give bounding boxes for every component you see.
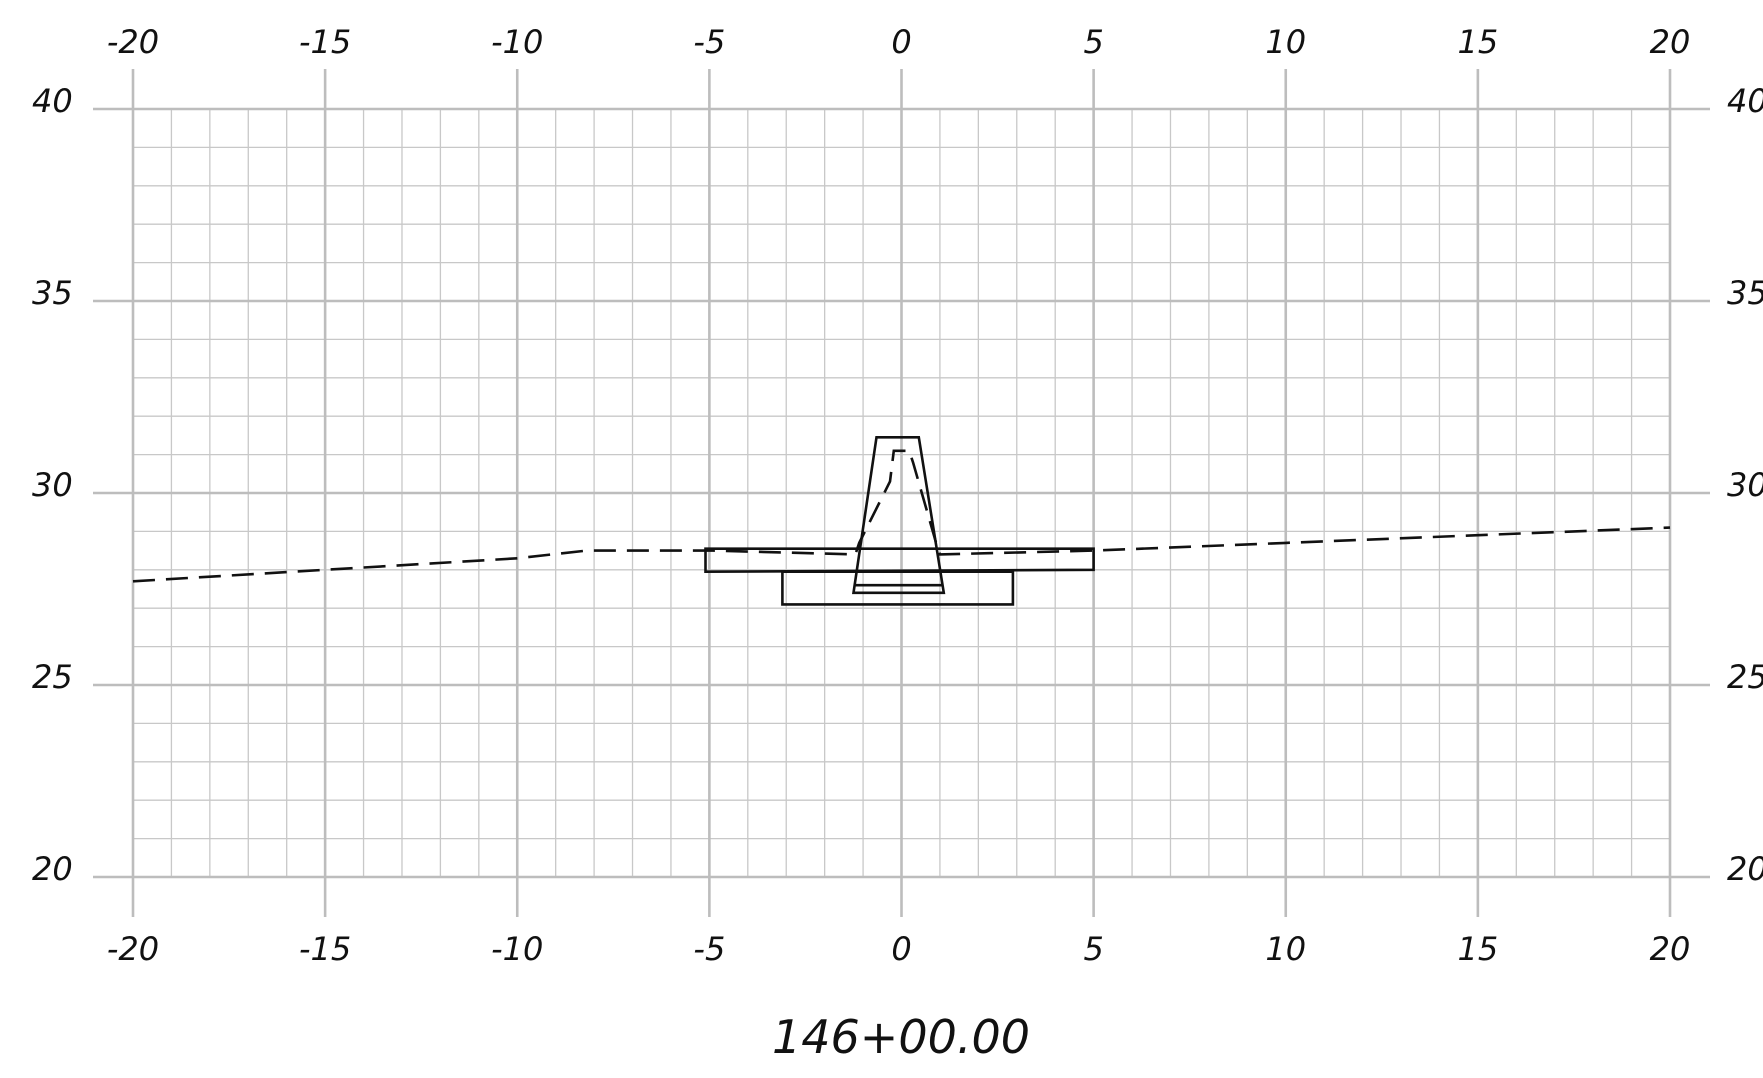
x-tick-label-top: 5 <box>1083 23 1103 61</box>
x-tick-label-top: -20 <box>107 23 159 61</box>
y-tick-label-right: 25 <box>1727 658 1763 696</box>
y-tick-label-right: 40 <box>1727 82 1763 120</box>
station-label: 146+00.00 <box>772 1010 1030 1064</box>
existing-ground-line <box>132 449 1671 583</box>
x-tick-label-bottom: 0 <box>891 930 911 968</box>
x-tick-labels-bottom: -20 -15 -10 -5 0 5 10 15 20 <box>107 930 1690 968</box>
y-tick-label-left: 25 <box>32 658 73 696</box>
x-tick-label-top: -10 <box>491 23 543 61</box>
x-tick-label-top: 15 <box>1458 23 1499 61</box>
x-tick-label-bottom: 5 <box>1083 930 1103 968</box>
y-tick-label-right: 30 <box>1727 466 1763 504</box>
section-outline-3 <box>851 435 946 595</box>
x-tick-label-bottom: 15 <box>1458 930 1499 968</box>
y-tick-labels-right: 20 25 30 35 40 <box>1727 82 1763 888</box>
x-tick-label-bottom: 10 <box>1265 930 1306 968</box>
x-tick-label-top: -15 <box>299 23 351 61</box>
x-tick-label-bottom: -10 <box>491 930 543 968</box>
y-tick-label-left: 20 <box>32 850 73 888</box>
section-outline-1 <box>704 547 1095 574</box>
x-tick-label-bottom: -5 <box>693 930 725 968</box>
x-tick-labels-top: -20 -15 -10 -5 0 5 10 15 20 <box>107 23 1690 61</box>
x-tick-label-top: -5 <box>693 23 725 61</box>
x-tick-label-bottom: 20 <box>1650 930 1691 968</box>
x-tick-label-top: 20 <box>1650 23 1691 61</box>
y-tick-label-right: 35 <box>1727 274 1763 312</box>
x-tick-label-bottom: -20 <box>107 930 159 968</box>
y-tick-label-left: 30 <box>32 466 73 504</box>
y-tick-label-left: 40 <box>32 82 73 120</box>
x-tick-label-top: 0 <box>891 23 911 61</box>
y-tick-label-left: 35 <box>32 274 73 312</box>
grid-major-lines <box>93 69 1710 917</box>
x-tick-label-top: 10 <box>1265 23 1306 61</box>
x-tick-label-bottom: -15 <box>299 930 351 968</box>
y-tick-label-right: 20 <box>1727 850 1763 888</box>
section-outline-2 <box>781 570 1015 606</box>
y-tick-labels-left: 20 25 30 35 40 <box>32 82 73 888</box>
data-series <box>132 435 1671 606</box>
